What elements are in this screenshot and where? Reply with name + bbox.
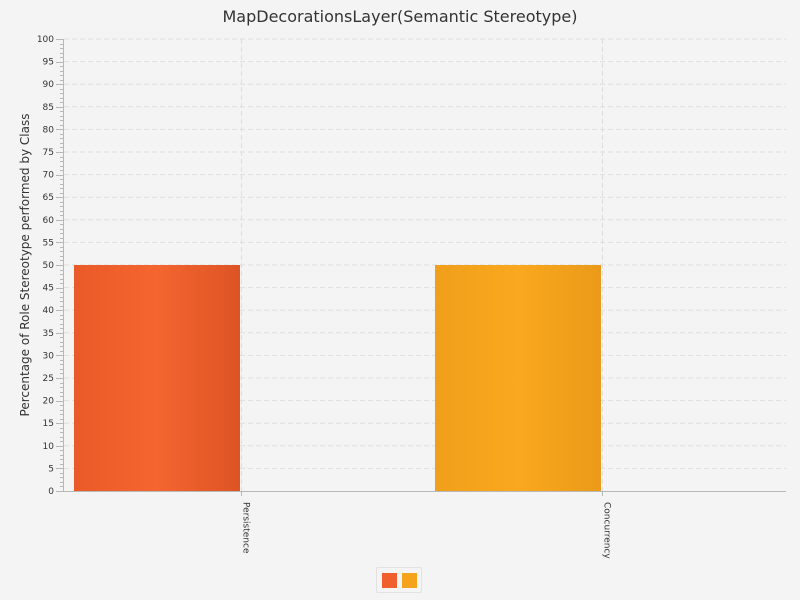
- y-tick-label: 90: [43, 80, 55, 90]
- legend-swatch-series-1[interactable]: [382, 573, 397, 588]
- bar-persistence[interactable]: [74, 265, 240, 491]
- y-tick-label: 70: [43, 171, 55, 181]
- y-tick-label: 25: [43, 374, 54, 384]
- y-tick-label: 50: [43, 261, 55, 271]
- y-tick-label: 15: [43, 419, 54, 429]
- y-tick-label: 10: [43, 442, 55, 452]
- y-tick-label: 0: [48, 487, 54, 497]
- legend: [376, 567, 422, 593]
- y-tick-label: 30: [43, 351, 55, 361]
- y-tick-label: 55: [43, 238, 54, 248]
- y-tick-label: 35: [43, 329, 54, 339]
- y-tick-label: 95: [43, 58, 54, 68]
- bar-concurrency[interactable]: [435, 265, 601, 491]
- y-tick-label: 5: [48, 464, 54, 474]
- y-tick-label: 85: [43, 103, 54, 113]
- x-category-label: Concurrency: [602, 502, 612, 559]
- y-tick-label: 45: [43, 284, 54, 294]
- y-tick-label: 75: [43, 148, 54, 158]
- y-tick-label: 100: [37, 35, 54, 45]
- y-tick-label: 65: [43, 193, 54, 203]
- legend-swatch-series-2[interactable]: [402, 573, 417, 588]
- y-tick-label: 60: [43, 216, 55, 226]
- y-tick-label: 80: [43, 125, 55, 135]
- y-tick-label: 20: [43, 397, 55, 407]
- y-tick-label: 40: [43, 306, 55, 316]
- x-category-label: Persistence: [241, 502, 251, 554]
